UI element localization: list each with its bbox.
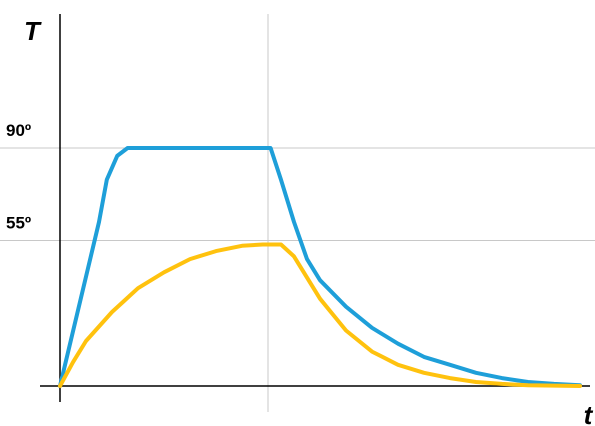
series — [58, 146, 582, 388]
series-line-0 — [58, 146, 582, 388]
series-line-1 — [58, 242, 582, 388]
tick-labels: 90º 55º — [6, 121, 31, 233]
grid — [0, 14, 595, 412]
axes — [40, 14, 590, 402]
y-tick-label: 55º — [6, 214, 31, 233]
y-axis-title: T — [24, 16, 42, 46]
y-tick-label: 90º — [6, 121, 31, 140]
x-axis-title: t — [584, 400, 594, 426]
